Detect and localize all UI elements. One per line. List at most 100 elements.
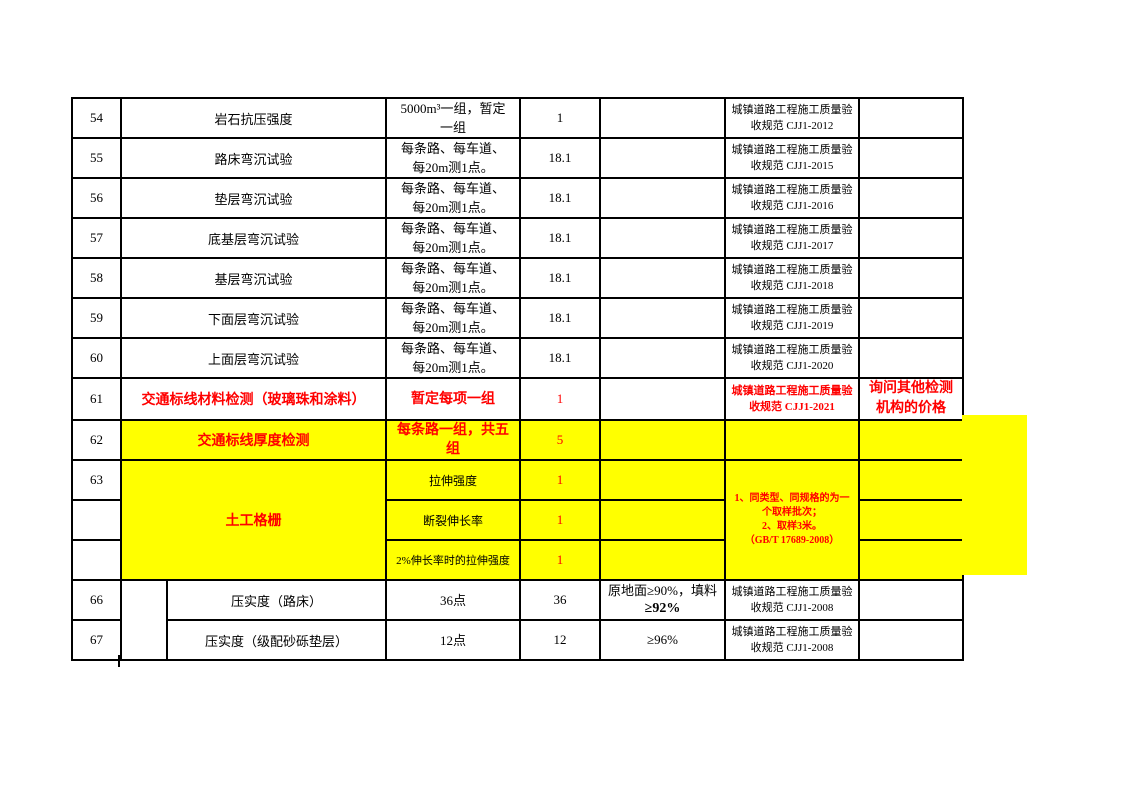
standard-cell[interactable]: 城镇道路工程施工质量验 收规范 CJJ1-2021	[724, 377, 860, 421]
standard-cell[interactable]: 城镇道路工程施工质量验 收规范 CJJ1-2018	[724, 257, 860, 299]
note-cell[interactable]	[858, 137, 964, 179]
geogrid-standard-cell[interactable]: 1、同类型、同规格的为一 个取样批次； 2、取样3米。 （GB/T 17689-…	[724, 459, 860, 581]
standard-cell[interactable]: 城镇道路工程施工质量验 收规范 CJJ1-2019	[724, 297, 860, 339]
criteria-cell[interactable]: 原地面≥90%，填料 ≥92%	[599, 579, 726, 621]
row-number-cell[interactable]: 62	[71, 419, 122, 461]
criteria-cell[interactable]	[599, 419, 726, 461]
test-name-cell[interactable]: 压实度（级配砂砾垫层）	[166, 619, 387, 661]
test-name-cell[interactable]: 垫层弯沉试验	[120, 177, 387, 219]
frequency-cell[interactable]: 每条路、每车道、 每20m测1点。	[385, 297, 521, 339]
count-cell[interactable]: 1	[519, 377, 601, 421]
test-name-cell[interactable]: 上面层弯沉试验	[120, 337, 387, 379]
count-cell[interactable]: 18.1	[519, 257, 601, 299]
note-cell[interactable]	[858, 579, 964, 621]
note-cell[interactable]	[858, 177, 964, 219]
test-name-cell[interactable]: 基层弯沉试验	[120, 257, 387, 299]
note-cell[interactable]	[858, 97, 964, 139]
sub-test-cell[interactable]: 2%伸长率时的拉伸强度	[385, 539, 521, 581]
count-cell[interactable]: 1	[519, 499, 601, 541]
criteria-cell[interactable]	[599, 97, 726, 139]
geogrid-name-cell[interactable]: 土工格栅	[120, 459, 387, 581]
count-cell[interactable]: 18.1	[519, 177, 601, 219]
criteria-cell[interactable]	[599, 459, 726, 501]
criteria-cell[interactable]	[599, 137, 726, 179]
note-cell[interactable]	[858, 459, 964, 501]
row-number-cell[interactable]: 66	[71, 579, 122, 621]
test-name-cell[interactable]: 路床弯沉试验	[120, 137, 387, 179]
criteria-cell[interactable]	[599, 297, 726, 339]
criteria-cell[interactable]	[599, 377, 726, 421]
frequency-cell[interactable]: 暂定每项一组	[385, 377, 521, 421]
standard-cell[interactable]: 城镇道路工程施工质量验 收规范 CJJ1-2012	[724, 97, 860, 139]
note-cell[interactable]	[858, 619, 964, 661]
test-name-cell[interactable]: 交通标线材料检测（玻璃珠和涂料）	[120, 377, 387, 421]
sub-test-cell[interactable]: 断裂伸长率	[385, 499, 521, 541]
count-cell[interactable]: 1	[519, 97, 601, 139]
frequency-cell[interactable]: 36点	[385, 579, 521, 621]
note-cell[interactable]	[858, 419, 964, 461]
row-number-cell[interactable]	[71, 499, 122, 541]
test-name-cell[interactable]: 交通标线厚度检测	[120, 419, 387, 461]
standard-cell[interactable]: 城镇道路工程施工质量验 收规范 CJJ1-2008	[724, 579, 860, 621]
standard-line: 城镇道路工程施工质量验	[731, 385, 853, 397]
sub-test-cell[interactable]: 拉伸强度	[385, 459, 521, 501]
count-cell[interactable]: 1	[519, 539, 601, 581]
row-number-cell[interactable]: 54	[71, 97, 122, 139]
frequency-line: 每20m测1点。	[412, 360, 494, 375]
group-spacer-cell[interactable]	[120, 579, 168, 661]
standard-cell[interactable]: 城镇道路工程施工质量验 收规范 CJJ1-2017	[724, 217, 860, 259]
frequency-cell[interactable]: 每条路、每车道、 每20m测1点。	[385, 177, 521, 219]
standard-line: 城镇道路工程施工质量验	[731, 104, 853, 116]
row-number-cell[interactable]: 61	[71, 377, 122, 421]
row-number-cell[interactable]: 67	[71, 619, 122, 661]
test-name-cell[interactable]: 岩石抗压强度	[120, 97, 387, 139]
frequency-cell[interactable]: 每条路、每车道、 每20m测1点。	[385, 257, 521, 299]
count-cell[interactable]: 36	[519, 579, 601, 621]
note-cell[interactable]	[858, 499, 964, 541]
frequency-cell[interactable]: 每条路一组，共五 组	[385, 419, 521, 461]
frequency-line: 每条路、每车道、	[400, 261, 505, 276]
row-number-cell[interactable]	[71, 539, 122, 581]
frequency-cell[interactable]: 每条路、每车道、 每20m测1点。	[385, 337, 521, 379]
row-number-cell[interactable]: 59	[71, 297, 122, 339]
count-cell[interactable]: 18.1	[519, 337, 601, 379]
criteria-cell[interactable]	[599, 177, 726, 219]
row-number-cell[interactable]: 57	[71, 217, 122, 259]
standard-cell[interactable]	[724, 419, 860, 461]
count-cell[interactable]: 12	[519, 619, 601, 661]
row-number-cell[interactable]: 58	[71, 257, 122, 299]
test-name-cell[interactable]: 下面层弯沉试验	[120, 297, 387, 339]
standard-cell[interactable]: 城镇道路工程施工质量验 收规范 CJJ1-2008	[724, 619, 860, 661]
frequency-cell[interactable]: 5000m³一组，暂定 一组	[385, 97, 521, 139]
note-cell[interactable]	[858, 539, 964, 581]
count-cell[interactable]: 18.1	[519, 217, 601, 259]
count-cell[interactable]: 1	[519, 459, 601, 501]
criteria-cell[interactable]	[599, 499, 726, 541]
frequency-line: 每20m测1点。	[412, 280, 494, 295]
note-cell[interactable]	[858, 217, 964, 259]
count-cell[interactable]: 18.1	[519, 137, 601, 179]
frequency-cell[interactable]: 12点	[385, 619, 521, 661]
criteria-cell[interactable]: ≥96%	[599, 619, 726, 661]
criteria-cell[interactable]	[599, 337, 726, 379]
criteria-cell[interactable]	[599, 217, 726, 259]
row-number-cell[interactable]: 56	[71, 177, 122, 219]
row-number-cell[interactable]: 60	[71, 337, 122, 379]
frequency-cell[interactable]: 每条路、每车道、 每20m测1点。	[385, 217, 521, 259]
note-cell[interactable]	[858, 257, 964, 299]
note-cell[interactable]: 询问其他检测 机构的价格	[858, 377, 964, 421]
row-number-cell[interactable]: 63	[71, 459, 122, 501]
test-name-cell[interactable]: 底基层弯沉试验	[120, 217, 387, 259]
row-number-cell[interactable]: 55	[71, 137, 122, 179]
count-cell[interactable]: 18.1	[519, 297, 601, 339]
criteria-cell[interactable]	[599, 257, 726, 299]
standard-cell[interactable]: 城镇道路工程施工质量验 收规范 CJJ1-2016	[724, 177, 860, 219]
note-cell[interactable]	[858, 297, 964, 339]
standard-cell[interactable]: 城镇道路工程施工质量验 收规范 CJJ1-2015	[724, 137, 860, 179]
frequency-cell[interactable]: 每条路、每车道、 每20m测1点。	[385, 137, 521, 179]
standard-cell[interactable]: 城镇道路工程施工质量验 收规范 CJJ1-2020	[724, 337, 860, 379]
note-cell[interactable]	[858, 337, 964, 379]
criteria-cell[interactable]	[599, 539, 726, 581]
count-cell[interactable]: 5	[519, 419, 601, 461]
test-name-cell[interactable]: 压实度（路床）	[166, 579, 387, 621]
